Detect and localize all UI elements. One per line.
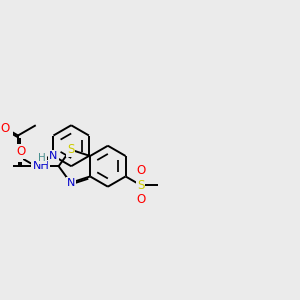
Text: N: N: [49, 151, 58, 161]
Text: O: O: [136, 164, 145, 177]
Text: N: N: [32, 161, 40, 171]
Text: S: S: [67, 143, 74, 156]
Text: N: N: [14, 151, 22, 161]
Text: N: N: [67, 178, 75, 188]
Text: H: H: [38, 153, 46, 163]
Text: O: O: [1, 122, 10, 135]
Text: NH: NH: [33, 161, 50, 171]
Text: O: O: [16, 145, 26, 158]
Text: S: S: [137, 178, 144, 192]
Text: O: O: [136, 193, 145, 206]
